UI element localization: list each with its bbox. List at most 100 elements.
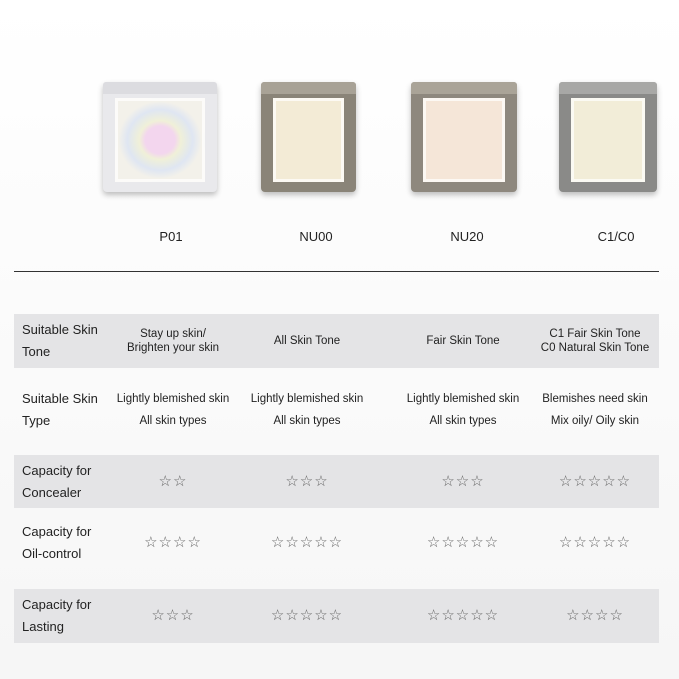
- star-icon: ☆: [587, 534, 603, 551]
- product-label: NU20: [450, 229, 484, 244]
- star-icon: ☆: [158, 472, 173, 490]
- star-rating: ☆☆: [158, 472, 188, 490]
- cell-text: All skin types: [429, 415, 497, 427]
- star-icon: ☆: [602, 534, 617, 551]
- product-label: NU00: [299, 229, 333, 244]
- star-icon: ☆: [580, 607, 595, 624]
- star-rating: ☆☆☆: [151, 607, 195, 624]
- star-icon: ☆: [328, 534, 344, 551]
- star-icon: ☆: [285, 472, 300, 490]
- star-icon: ☆: [441, 607, 456, 624]
- star-rating: ☆☆☆☆☆: [426, 607, 500, 624]
- star-icon: ☆: [566, 607, 581, 624]
- table-cell: All Skin Tone: [274, 334, 340, 348]
- divider: [14, 271, 659, 272]
- star-icon: ☆: [441, 534, 456, 551]
- star-icon: ☆: [573, 534, 588, 551]
- star-rating: ☆☆☆☆: [144, 534, 202, 551]
- star-icon: ☆: [595, 607, 610, 624]
- row-label: Capacity for Oil-control: [22, 524, 92, 561]
- product-label: C1/C0: [597, 229, 635, 244]
- table-row: Capacity for Oil-control ☆☆☆☆ ☆☆☆☆☆ ☆☆☆☆☆ ☆☆…: [14, 514, 659, 572]
- cell-text: C0 Natural Skin Tone: [540, 342, 650, 354]
- table-cell: Blemishes need skin Mix oily/ Oily skin: [542, 388, 647, 432]
- star-icon: ☆: [270, 607, 286, 624]
- star-icon: ☆: [173, 534, 188, 551]
- star-icon: ☆: [314, 534, 329, 551]
- cell-text: Brighten your skin: [126, 342, 220, 354]
- star-icon: ☆: [328, 607, 344, 624]
- star-icon: ☆: [616, 534, 632, 551]
- compact-c1c0-image: [559, 82, 657, 192]
- star-icon: ☆: [426, 607, 442, 624]
- star-icon: ☆: [165, 607, 181, 624]
- star-icon: ☆: [470, 534, 485, 551]
- star-icon: ☆: [314, 607, 329, 624]
- star-icon: ☆: [616, 472, 632, 490]
- compact-nu20-image: [411, 82, 517, 192]
- cell-text: All skin types: [139, 415, 207, 427]
- star-icon: ☆: [314, 472, 329, 490]
- row-label: Suitable Skin Tone: [22, 322, 98, 359]
- star-icon: ☆: [441, 472, 456, 490]
- cell-text: Lightly blemished skin: [116, 393, 230, 405]
- table-cell: Fair Skin Tone: [426, 334, 499, 348]
- star-icon: ☆: [151, 607, 166, 624]
- star-rating: ☆☆☆☆: [566, 607, 624, 624]
- table-row: Capacity for Concealer ☆☆ ☆☆☆ ☆☆☆ ☆☆☆☆☆: [14, 455, 659, 508]
- row-label: Suitable Skin Type: [22, 391, 98, 428]
- star-icon: ☆: [455, 534, 471, 551]
- compact-p01-image: [103, 82, 217, 192]
- table-cell: Lightly blemished skin All skin types: [407, 388, 520, 432]
- star-icon: ☆: [484, 607, 500, 624]
- star-rating: ☆☆☆☆☆: [558, 472, 632, 490]
- compact-nu00-image: [261, 82, 356, 192]
- star-icon: ☆: [470, 472, 485, 490]
- star-icon: ☆: [609, 607, 624, 624]
- table-cell: C1 Fair Skin Tone C0 Natural Skin Tone: [541, 327, 649, 355]
- star-icon: ☆: [285, 607, 300, 624]
- star-icon: ☆: [470, 607, 485, 624]
- star-icon: ☆: [558, 472, 574, 490]
- cell-text: Mix oily/ Oily skin: [550, 415, 640, 427]
- cell-text: Fair Skin Tone: [426, 335, 500, 347]
- star-icon: ☆: [299, 472, 315, 490]
- star-icon: ☆: [180, 607, 195, 624]
- cell-text: Lightly blemished skin: [250, 393, 364, 405]
- star-icon: ☆: [299, 534, 315, 551]
- row-label: Capacity for Concealer: [22, 462, 92, 500]
- row-label: Capacity for Lasting: [22, 597, 92, 634]
- cell-text: Lightly blemished skin: [406, 393, 520, 405]
- star-icon: ☆: [144, 534, 159, 551]
- star-icon: ☆: [158, 534, 173, 551]
- table-cell: Lightly blemished skin All skin types: [117, 388, 230, 432]
- star-icon: ☆: [602, 472, 617, 490]
- cell-text: All Skin Tone: [273, 335, 341, 347]
- star-icon: ☆: [285, 534, 300, 551]
- table-row: Suitable Skin Tone Stay up skin/Brighten …: [14, 314, 659, 368]
- star-rating: ☆☆☆: [441, 472, 485, 490]
- star-rating: ☆☆☆☆☆: [426, 534, 500, 551]
- table-cell: Stay up skin/Brighten your skin: [127, 327, 219, 355]
- star-icon: ☆: [484, 534, 500, 551]
- star-icon: ☆: [187, 534, 202, 551]
- star-rating: ☆☆☆☆☆: [270, 607, 344, 624]
- star-icon: ☆: [558, 534, 574, 551]
- cell-text: C1 Fair Skin Tone: [549, 328, 641, 340]
- table-cell: Lightly blemished skin All skin types: [251, 388, 364, 432]
- star-rating: ☆☆☆: [285, 472, 329, 490]
- cell-text: Stay up skin/: [140, 328, 206, 340]
- star-icon: ☆: [270, 534, 286, 551]
- star-rating: ☆☆☆☆☆: [270, 534, 344, 551]
- star-icon: ☆: [455, 472, 471, 490]
- star-icon: ☆: [587, 472, 603, 490]
- cell-text: Blemishes need skin: [542, 393, 648, 405]
- star-icon: ☆: [426, 534, 442, 551]
- star-icon: ☆: [455, 607, 471, 624]
- product-label: P01: [159, 229, 183, 244]
- table-row: Suitable Skin Type Lightly blemished skin…: [14, 378, 659, 442]
- table-row: Capacity for Lasting ☆☆☆ ☆☆☆☆☆ ☆☆☆☆☆ ☆☆☆☆: [14, 589, 659, 643]
- cell-text: All skin types: [273, 415, 341, 427]
- star-icon: ☆: [173, 472, 188, 490]
- star-rating: ☆☆☆☆☆: [558, 534, 632, 551]
